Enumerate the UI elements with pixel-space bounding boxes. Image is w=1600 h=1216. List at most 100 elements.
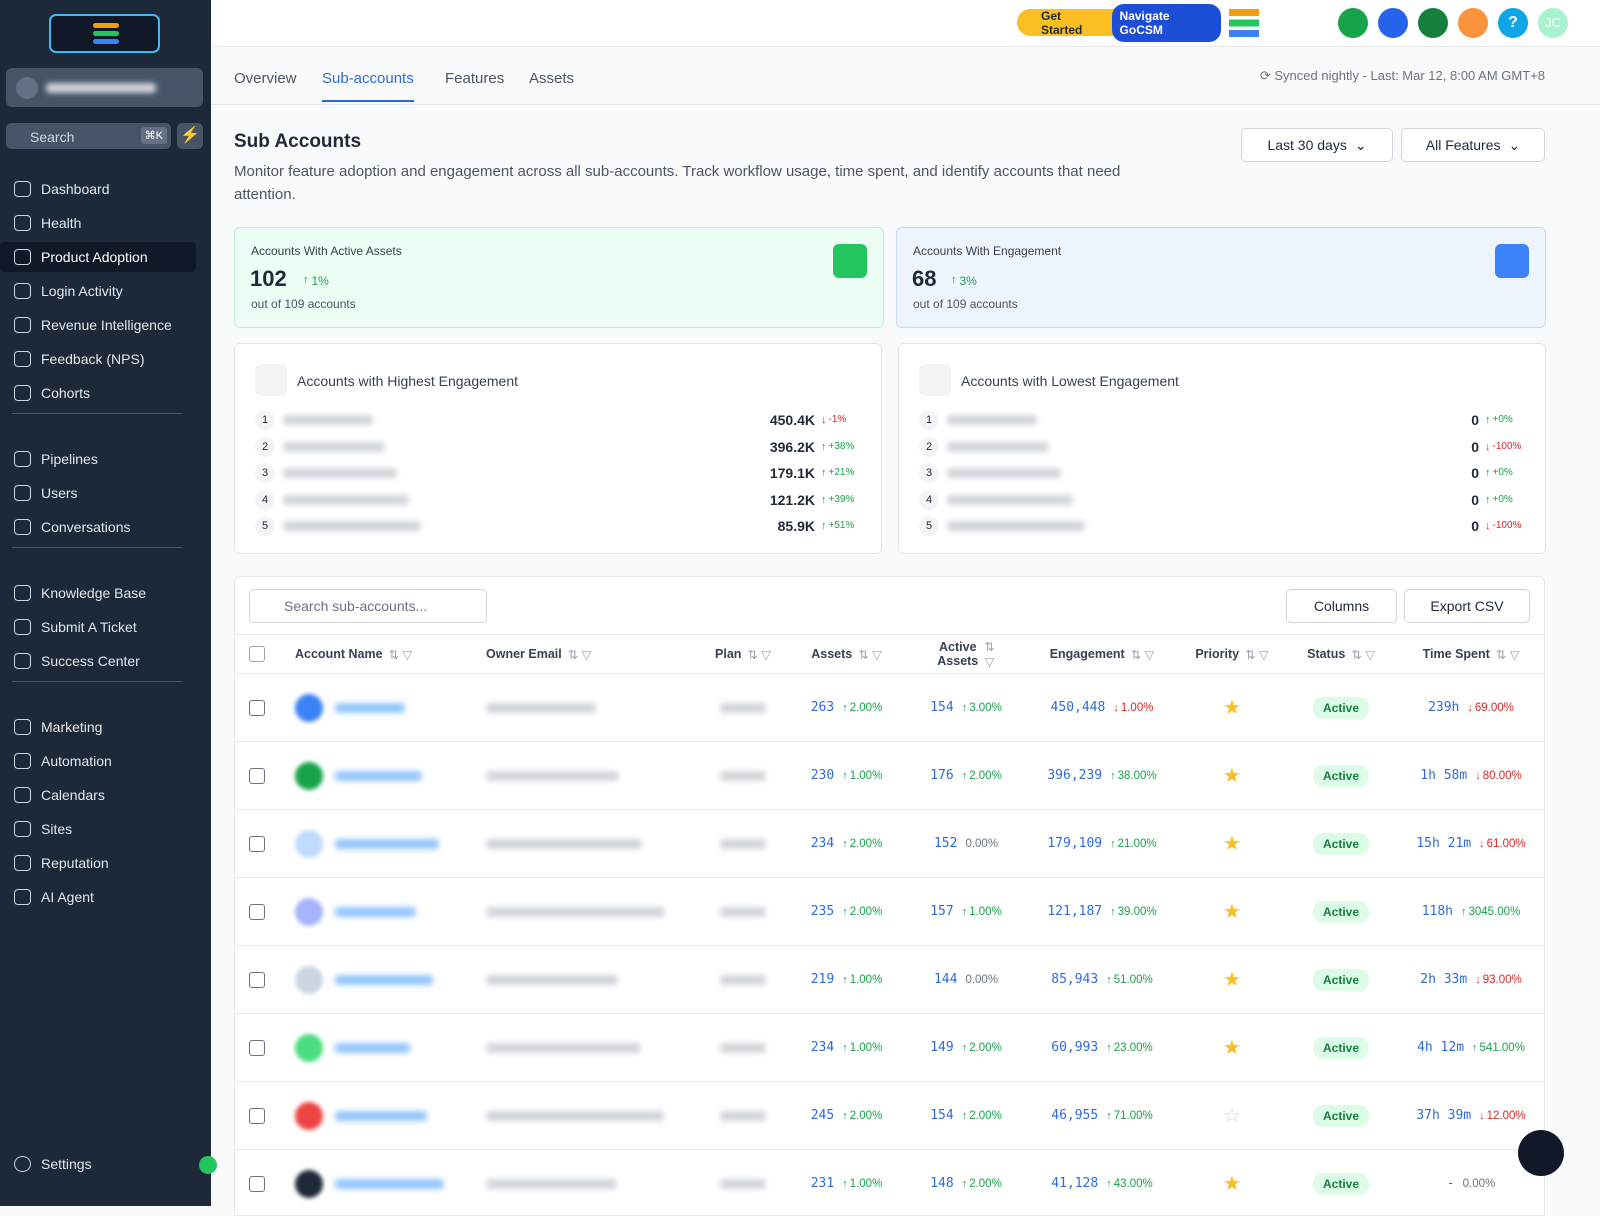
metric-change: ↑ 541.00% [1472,1042,1525,1054]
nav-icon [14,619,31,635]
logo[interactable] [49,14,160,53]
metric-value: 154 [930,700,954,715]
nav-item[interactable]: Health [12,208,200,238]
nav-item[interactable]: Calendars [12,780,200,810]
column-header[interactable]: Owner Email ⇅ ▽ [478,647,699,662]
nav-item[interactable]: Marketing [12,712,200,742]
tab[interactable]: Assets [529,70,575,87]
checkbox[interactable] [249,699,265,716]
nav-item[interactable]: Knowledge Base [12,578,200,608]
column-header[interactable]: Priority ⇅ ▽ [1178,647,1286,662]
get-started[interactable]: Get Started Navigate GoCSM [1017,3,1221,42]
avatar[interactable]: JC [1538,8,1568,38]
nav-item[interactable]: Sites [12,814,200,844]
arrow-icon: ↑ [1472,1041,1478,1054]
blurred-plan [720,1042,766,1053]
nav-item[interactable]: Conversations [12,512,200,542]
navigate[interactable]: Navigate GoCSM [1111,3,1221,42]
priority-star[interactable]: ★ [1223,1173,1241,1195]
checkbox[interactable] [249,971,265,988]
rank: 5 [919,516,939,536]
chat[interactable] [1518,1130,1564,1176]
checkbox[interactable] [249,835,265,852]
priority-star[interactable]: ★ [1223,697,1241,719]
nav-item[interactable]: Feedback (NPS) [12,344,200,374]
change-text: 1.00% [849,1177,883,1190]
ai[interactable] [1378,8,1408,38]
columns-button[interactable]: Columns [1286,589,1397,623]
table-row[interactable]: 234 ↑ 2.00% 152 0.00% 179,109 ↑ 21.00% ★ Active 15… [235,810,1544,878]
nav-item[interactable]: Reputation [12,848,200,878]
feature-filter[interactable]: All Features ⌄ [1401,128,1545,162]
nav-item[interactable]: Settings [12,1149,200,1179]
table-row[interactable]: 235 ↑ 2.00% 157 ↑ 1.00% 121,187 ↑ 39.00% ★ Active 1… [235,878,1544,946]
tab[interactable]: Sub-accounts [322,70,414,102]
rank-row: 396.2K ↑ +38% [770,439,861,455]
quick-action[interactable]: ⚡ [177,123,203,149]
rank-change: ↑ +0% [1485,467,1525,479]
priority-star[interactable]: ★ [1223,833,1241,855]
phone[interactable] [1338,8,1368,38]
column-label: Plan [715,647,742,661]
table-search[interactable]: Search sub-accounts... [249,589,487,623]
checkbox[interactable] [249,1107,265,1124]
column-label: Assets [811,647,853,661]
nav-item[interactable]: Cohorts [12,378,200,408]
export-button[interactable]: Export CSV [1404,589,1530,623]
column-header[interactable]: Time Spent ⇅ ▽ [1396,647,1544,662]
nav-item[interactable]: Login Activity [12,276,200,306]
nav-item[interactable]: AI Agent [12,882,200,912]
checkbox[interactable] [249,1175,265,1192]
table-row[interactable]: 230 ↑ 1.00% 176 ↑ 2.00% 396,239 ↑ 38.00% ★ Active 1… [235,742,1544,810]
account-logo [295,1169,323,1198]
rank-row: 0 ↓ -100% [1471,439,1525,455]
column-header[interactable]: Account Name ⇅ ▽ [287,647,478,662]
tab[interactable]: Overview [234,70,297,87]
nav-item[interactable]: Success Center [12,646,200,676]
metric-value: 85,943 [1051,972,1099,987]
column-header[interactable]: Engagement ⇅ ▽ [1026,647,1178,662]
column-header[interactable]: Assets ⇅ ▽ [787,647,906,662]
rank-value: 121.2K [769,491,815,508]
priority-star[interactable]: ☆ [1223,1105,1241,1127]
tab[interactable]: Features [445,70,505,87]
status-badge: Active [1312,1036,1370,1059]
priority-star[interactable]: ★ [1223,901,1241,923]
nav-item[interactable]: Users [12,478,200,508]
column-header[interactable]: Plan ⇅ ▽ [699,647,787,662]
sidebar-search[interactable]: Search ⌘K [6,123,171,149]
app-logo[interactable] [1229,9,1259,37]
nav-item[interactable]: Revenue Intelligence [12,310,200,340]
nav-item[interactable]: Product Adoption [0,242,196,272]
table-row[interactable]: 219 ↑ 1.00% 144 0.00% 85,943 ↑ 51.00% ★ Active 2h … [235,946,1544,1014]
priority-star[interactable]: ★ [1223,765,1241,787]
nav-item[interactable]: Pipelines [12,444,200,474]
column-header[interactable]: Active Assets ⇅ ▽ [937,639,994,669]
blurred-email [486,1178,617,1189]
column-header[interactable]: Status ⇅ ▽ [1286,647,1396,662]
checkbox[interactable] [249,767,265,784]
table-row[interactable]: 263 ↑ 2.00% 154 ↑ 3.00% 450,448 ↓ 1.00% ★ Active 23… [235,674,1544,742]
table-row[interactable]: 245 ↑ 2.00% 154 ↑ 2.00% 46,955 ↑ 71.00% ☆ Active 37… [235,1082,1544,1150]
checkbox[interactable] [249,1039,265,1056]
checkbox[interactable] [249,903,265,920]
arrow-icon: ↓ [821,414,827,426]
priority-star[interactable]: ★ [1223,969,1241,991]
collapse[interactable] [199,1156,217,1174]
account-switcher[interactable] [6,68,203,107]
table-row[interactable]: 231 ↑ 1.00% 148 ↑ 2.00% 41,128 ↑ 43.00% ★ Active -0… [235,1150,1544,1215]
announce[interactable] [1418,8,1448,38]
account-name [287,761,478,790]
table-row[interactable]: 234 ↑ 1.00% 149 ↑ 2.00% 60,993 ↑ 23.00% ★ Active 4h… [235,1014,1544,1082]
notifications[interactable] [1458,8,1488,38]
nav-item[interactable]: Submit A Ticket [12,612,200,642]
date-filter[interactable]: Last 30 days ⌄ [1241,128,1393,162]
checkbox[interactable] [249,646,265,662]
nav-item[interactable]: Automation [12,746,200,776]
help[interactable]: ? [1498,8,1528,38]
account-logo [295,829,323,858]
status-badge: Active [1312,764,1370,787]
metric-cell: 149 ↑ 2.00% [906,1040,1026,1055]
priority-star[interactable]: ★ [1223,1037,1241,1059]
nav-item[interactable]: Dashboard [12,174,200,204]
